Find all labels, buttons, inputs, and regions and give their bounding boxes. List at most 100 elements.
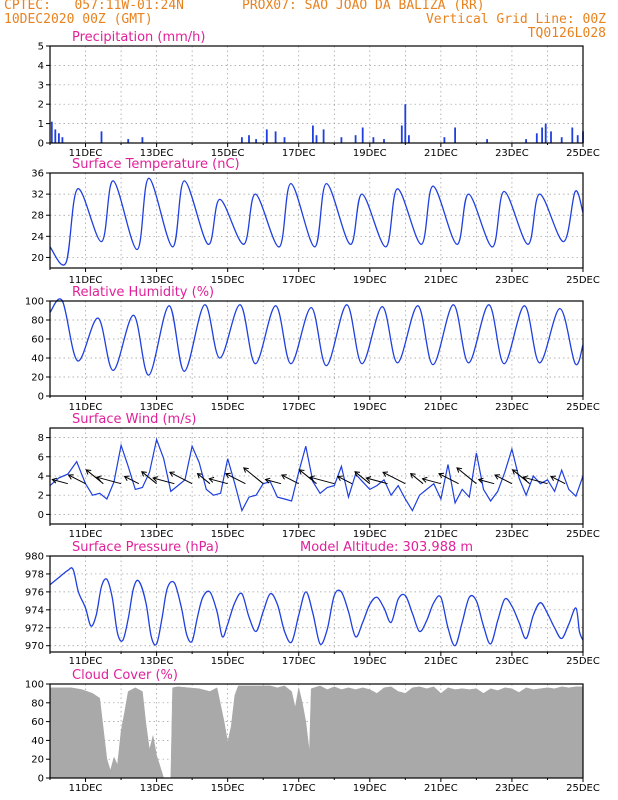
wind-arrow [410,473,424,485]
y-tick-label: 36 [31,169,44,180]
precip-bar [127,139,130,143]
y-tick-label: 2 [38,491,44,502]
panel-title: Relative Humidity (%) [72,285,214,300]
x-tick-label: 23DEC [495,148,529,159]
x-tick-label: 25DEC [566,148,600,159]
y-tick-label: 8 [38,433,44,444]
wind-arrow [478,479,495,485]
x-tick-label: 11DEC [69,783,103,794]
header-init-time: 10DEC2020 00Z (GMT) [4,12,153,27]
panel-2: 20 24 28 32 36 11DEC 13DEC 15DEC 17DEC 19DEC 21DEC… [31,157,600,286]
precip-bar [141,137,144,143]
y-tick-label: 0 [38,510,44,521]
precip-bar [361,127,364,143]
x-tick-label: 21DEC [424,148,458,159]
x-tick-label: 13DEC [140,656,174,667]
x-tick-label: 17DEC [282,783,316,794]
x-tick-label: 25DEC [566,656,600,667]
wind-arrow-head [409,472,416,479]
panel-3: 0 20 40 60 80 100 11DEC 13DEC 15DEC 17DEC 19DEC 21D… [25,285,600,413]
y-tick-label: 980 [25,552,44,563]
x-tick-label: 15DEC [211,656,245,667]
header-station-coords: CPTEC: 057:11W-01:24N [4,0,185,13]
wind-arrow-head [511,469,518,475]
panel-frame [49,172,584,269]
precip-bar [58,133,60,143]
panel-4: 0 2 4 6 8 11DEC 13DEC 15DEC 17DEC 19DEC 21DEC 23DEC… [38,412,600,540]
precip-bar [248,135,250,143]
y-tick-label: 6 [38,452,44,463]
x-tick-label: 23DEC [495,783,529,794]
y-tick-label: 976 [25,587,44,598]
wind-arrow-head [522,475,529,482]
wind-arrow [309,476,335,485]
y-tick-label: 80 [31,316,44,327]
panel-frame [49,683,584,779]
wind-arrow-head [298,469,305,475]
precip-bar [571,127,574,143]
wind-arrow [52,479,68,485]
y-tick-label: 20 [31,373,44,384]
wind-arrow [456,467,477,485]
wind-arrow-head [336,475,343,481]
y-tick-label: 4 [38,61,44,72]
wind-arrow-head [264,477,271,484]
x-tick-label: 21DEC [424,656,458,667]
precip-bar [54,129,57,143]
wind-arrow-head [95,475,102,482]
wind-arrow [152,477,175,485]
humidity-line [49,298,584,376]
wind-arrow [422,478,442,485]
temperature-line [49,177,584,266]
precip-bar [372,137,375,143]
wind-arrow-head [224,472,231,479]
x-tick-label: 11DEC [69,402,103,413]
x-tick-label: 17DEC [282,275,316,286]
y-tick-label: 974 [25,605,44,616]
wind-arrow [197,473,211,485]
precip-bar [312,125,314,143]
panel-1: 0 1 2 3 4 5 11DEC 13DEC 15DEC 17DEC 19DEC 21DEC 23DE… [38,30,600,159]
wind-arrow [96,476,122,485]
x-tick-label: 17DEC [282,402,316,413]
x-tick-label: 13DEC [140,275,174,286]
x-tick-label: 15DEC [211,783,245,794]
chart-header: CPTEC: 057:11W-01:24N PROX07: SAO JOAO D… [0,0,618,44]
precip-bar [544,123,547,143]
y-tick-label: 24 [31,232,44,243]
wind-arrow [438,473,459,485]
wind-arrow [299,469,317,485]
wind-arrow [169,471,193,485]
x-tick-label: 11DEC [69,529,103,540]
wind-arrow [550,475,566,485]
panel-title: Precipitation (mm/h) [72,30,205,45]
precip-bar [404,104,407,143]
panel-title: Cloud Cover (%) [72,668,178,683]
wind-arrow [281,474,299,485]
wind-arrow-head [354,471,361,477]
y-tick-label: 978 [25,569,44,580]
panel-frame [49,555,584,653]
wind-arrow-head [550,475,557,481]
y-tick-label: 972 [25,623,44,634]
y-tick-label: 80 [31,698,44,709]
y-tick-label: 1 [38,119,44,130]
precip-bar [383,139,385,143]
panel-frame [49,300,584,397]
precip-bar [560,137,563,143]
precip-bar [541,127,543,143]
x-tick-label: 11DEC [69,275,103,286]
x-tick-label: 13DEC [140,783,174,794]
wind-arrow [512,469,531,485]
y-tick-label: 60 [31,717,44,728]
precip-bar [315,135,318,143]
x-tick-label: 19DEC [353,529,387,540]
x-tick-label: 19DEC [353,275,387,286]
header-station-name: PROX07: SAO JOAO DA BALIZA (RR) [242,0,485,13]
precip-bar [408,135,410,143]
x-tick-label: 21DEC [424,783,458,794]
panel-6: 0 20 40 60 80 100 11DEC 13DEC 15DEC 17DEC 19DEC 21D… [25,668,600,794]
precip-bar [550,131,552,143]
wind-arrow-head [152,476,159,482]
